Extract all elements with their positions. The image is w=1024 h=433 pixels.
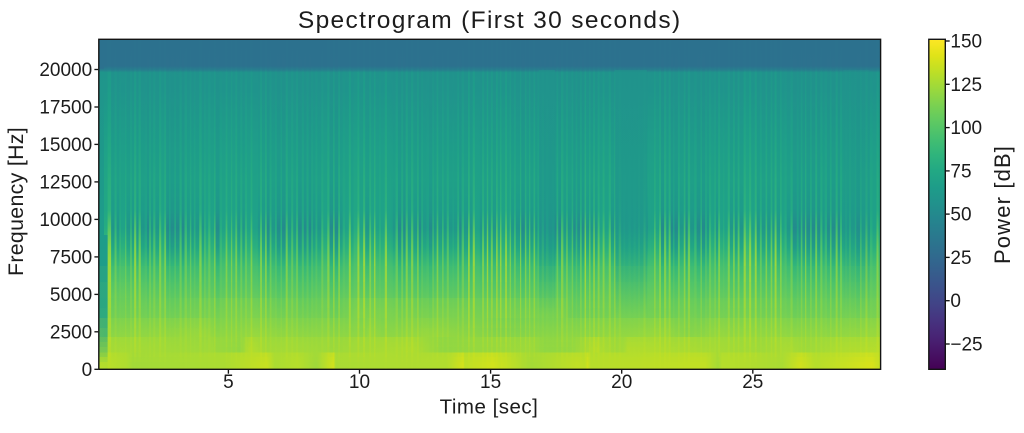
svg-text:17500: 17500 <box>39 98 92 119</box>
svg-text:25: 25 <box>742 372 763 393</box>
svg-text:−25: −25 <box>950 335 982 356</box>
svg-text:0: 0 <box>82 360 93 381</box>
svg-text:15: 15 <box>480 372 501 393</box>
svg-text:75: 75 <box>950 161 971 182</box>
svg-text:10000: 10000 <box>39 210 92 231</box>
svg-text:125: 125 <box>950 75 982 96</box>
svg-text:2500: 2500 <box>50 322 92 343</box>
svg-text:20: 20 <box>611 372 632 393</box>
svg-text:20000: 20000 <box>39 60 92 81</box>
svg-text:7500: 7500 <box>50 247 92 268</box>
svg-text:25: 25 <box>950 248 971 269</box>
svg-text:Time [sec]: Time [sec] <box>440 395 539 418</box>
svg-text:100: 100 <box>950 118 982 139</box>
svg-text:5000: 5000 <box>50 285 92 306</box>
svg-text:15000: 15000 <box>39 135 92 156</box>
svg-text:5: 5 <box>223 372 234 393</box>
svg-text:Frequency [Hz]: Frequency [Hz] <box>4 127 28 276</box>
svg-text:150: 150 <box>950 32 982 53</box>
svg-text:Spectrogram (First 30 seconds): Spectrogram (First 30 seconds) <box>298 7 682 34</box>
svg-text:50: 50 <box>950 205 971 226</box>
svg-text:0: 0 <box>950 291 961 312</box>
svg-text:10: 10 <box>349 372 370 393</box>
svg-text:Power [dB]: Power [dB] <box>990 145 1015 264</box>
svg-text:12500: 12500 <box>39 173 92 194</box>
